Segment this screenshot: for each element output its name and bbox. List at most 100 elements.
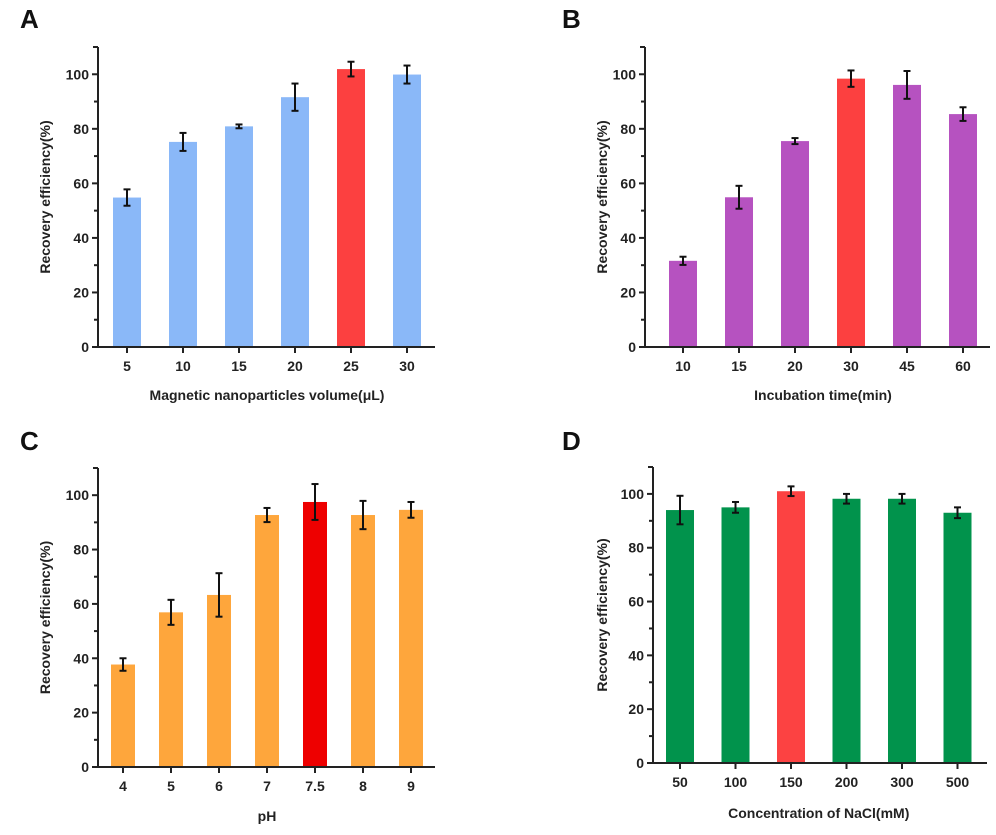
bar-25: [337, 69, 365, 347]
y-axis-title: Recovery efficiency(%): [594, 538, 610, 691]
y-tick-label: 100: [613, 66, 637, 82]
x-tick-label: 100: [724, 774, 748, 790]
error-bar: [311, 483, 319, 521]
bars: [666, 491, 972, 763]
x-tick-label: 150: [779, 774, 803, 790]
x-tick-label: 10: [175, 358, 191, 374]
y-axis-title: Recovery efficiency(%): [37, 120, 53, 273]
x-tick-label: 45: [899, 358, 915, 374]
x-tick-label: 7: [263, 778, 271, 794]
x-tick-label: 4: [119, 778, 127, 794]
bar-5: [159, 612, 183, 767]
error-bar: [791, 137, 799, 146]
x-ticks: 5 10 15 20 25 30: [123, 347, 415, 374]
error-bar: [903, 70, 911, 100]
panel-a: A 0 20 40 60 80 100 5 10 15 20 25 30 Recovery effi…: [20, 4, 435, 403]
x-ticks: 4 5 6 7 7.5 8 9: [119, 767, 415, 794]
error-bar: [347, 60, 355, 78]
bars: [669, 78, 977, 348]
bar-9: [399, 509, 423, 767]
y-tick-label: 100: [66, 487, 90, 503]
y-ticks: 0 20 40 60 80 100: [66, 487, 98, 775]
y-tick-label: 60: [73, 175, 89, 191]
error-bar: [235, 123, 243, 130]
x-tick-label: 60: [955, 358, 971, 374]
error-bar: [843, 492, 850, 505]
x-tick-label: 15: [231, 358, 247, 374]
bar-10: [169, 141, 197, 347]
y-tick-label: 20: [628, 701, 644, 717]
bar-150: [777, 491, 805, 763]
panel-c: C 0 20 40 60 80 100 4 5 6 7 7.5 8 9 Recovery effici…: [20, 426, 435, 824]
error-bars: [123, 60, 411, 207]
x-tick-label: 20: [787, 358, 803, 374]
error-bar: [407, 500, 415, 519]
error-bar: [735, 184, 743, 210]
error-bar: [898, 492, 906, 505]
axes: [640, 46, 990, 348]
bar-5: [113, 197, 141, 347]
axes: [93, 46, 435, 348]
error-bars: [676, 485, 961, 526]
y-tick-label: 60: [73, 596, 89, 612]
error-bar: [959, 106, 967, 122]
error-bar: [167, 598, 175, 626]
y-tick-label: 40: [620, 230, 636, 246]
bar-6: [207, 594, 231, 767]
x-tick-label: 5: [123, 358, 131, 374]
bar-30: [393, 74, 421, 347]
y-ticks: 0 20 40 60 80 100: [613, 66, 645, 355]
y-axis-title: Recovery efficiency(%): [37, 541, 53, 694]
x-tick-label: 6: [215, 778, 223, 794]
x-tick-label: 9: [407, 778, 415, 794]
x-ticks: 10 15 20 30 45 60: [675, 347, 971, 374]
x-tick-label: 25: [343, 358, 359, 374]
error-bar: [732, 500, 739, 514]
error-bars: [119, 483, 415, 672]
error-bar: [291, 82, 299, 112]
bar-50: [666, 510, 694, 763]
error-bar: [123, 188, 131, 207]
error-bar: [787, 485, 795, 498]
error-bars: [679, 69, 967, 266]
x-tick-label: 500: [946, 774, 970, 790]
panel-label: D: [562, 426, 581, 456]
bar-45: [893, 84, 921, 347]
bar-7: [255, 515, 279, 767]
y-tick-label: 0: [628, 339, 636, 355]
y-axis-title: Recovery efficiency(%): [594, 120, 610, 273]
y-tick-label: 60: [620, 175, 636, 191]
x-tick-label: 5: [167, 778, 175, 794]
error-bar: [847, 69, 855, 88]
y-ticks: 0 20 40 60 80 100: [621, 486, 653, 771]
bar-8: [351, 515, 375, 767]
x-ticks: 50 100 150 200 300 500: [672, 763, 969, 790]
y-ticks: 0 20 40 60 80 100: [66, 66, 98, 355]
bar-10: [669, 260, 697, 347]
y-tick-label: 40: [73, 230, 89, 246]
x-tick-label: 30: [843, 358, 859, 374]
axes: [648, 466, 987, 764]
x-tick-label: 10: [675, 358, 691, 374]
error-bar: [359, 499, 367, 531]
bars: [113, 69, 421, 347]
y-tick-label: 100: [66, 66, 90, 82]
panel-label: A: [20, 4, 39, 34]
error-bar: [179, 131, 187, 152]
y-tick-label: 80: [620, 121, 636, 137]
error-bar: [679, 255, 687, 266]
bar-4: [111, 664, 135, 767]
bar-100: [721, 507, 750, 763]
x-tick-label: 8: [359, 778, 367, 794]
error-bar: [215, 572, 223, 618]
y-tick-label: 40: [73, 650, 89, 666]
error-bar: [676, 494, 684, 526]
x-tick-label: 30: [399, 358, 415, 374]
x-axis-title: Magnetic nanoparticles volume(μL): [150, 387, 385, 403]
y-tick-label: 0: [81, 339, 89, 355]
error-bar: [403, 64, 411, 85]
y-tick-label: 60: [628, 594, 644, 610]
y-tick-label: 20: [73, 705, 89, 721]
error-bar: [119, 657, 127, 672]
